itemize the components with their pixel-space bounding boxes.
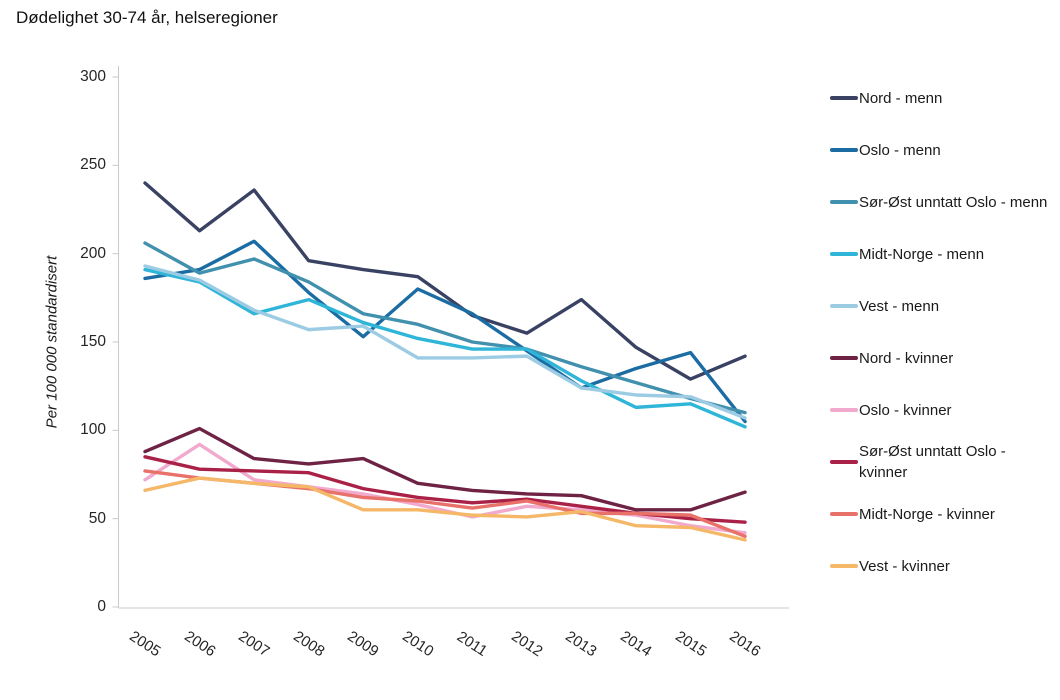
- legend-marker-vest-kvinner: [830, 563, 858, 569]
- legend-item-nord-kvinner: Nord - kvinner: [830, 332, 1056, 384]
- chart-title: Dødelighet 30-74 år, helseregioner: [16, 8, 278, 27]
- legend-label-oslo-menn: Oslo - menn: [859, 141, 941, 159]
- legend-item-vest-kvinner: Vest - kvinner: [830, 540, 1056, 592]
- legend-label-midt-norge-kvinner: Midt-Norge - kvinner: [859, 505, 995, 523]
- series-line-midt-norge-menn: [143, 267, 747, 429]
- legend-label-s-r-st-unntatt-oslo-menn: Sør-Øst unntatt Oslo - menn: [859, 193, 1048, 211]
- series-line-nord-kvinner: [143, 426, 747, 512]
- legend-item-vest-menn: Vest - menn: [830, 280, 1056, 332]
- legend-item-oslo-menn: Oslo - menn: [830, 124, 1056, 176]
- legend-marker-nord-menn: [830, 95, 858, 101]
- legend-label-s-r-st-unntatt-oslo-kvinner: Sør-Øst unntatt Oslo - kvinner: [859, 443, 1006, 481]
- legend-label-nord-menn: Nord - menn: [859, 89, 943, 107]
- ytick-label-200: 200: [80, 244, 106, 262]
- legend-item-s-r-st-unntatt-oslo-menn: Sør-Øst unntatt Oslo - menn: [830, 176, 1056, 228]
- legend-marker-s-r-st-unntatt-oslo-kvinner: [830, 459, 858, 465]
- legend-marker-midt-norge-menn: [830, 251, 858, 257]
- legend-item-nord-menn: Nord - menn: [830, 72, 1056, 124]
- ytick-label-150: 150: [80, 333, 106, 350]
- legend-label-vest-menn: Vest - menn: [859, 297, 940, 315]
- legend-item-midt-norge-menn: Midt-Norge - menn: [830, 228, 1056, 280]
- legend-item-oslo-kvinner: Oslo - kvinner: [830, 384, 1056, 436]
- legend-marker-oslo-kvinner: [830, 407, 858, 413]
- legend-label-nord-kvinner: Nord - kvinner: [859, 349, 954, 367]
- series-line-oslo-kvinner: [143, 442, 747, 535]
- legend-marker-s-r-st-unntatt-oslo-menn: [830, 199, 858, 205]
- legend-label-oslo-kvinner: Oslo - kvinner: [859, 401, 952, 419]
- series-line-vest-menn: [143, 264, 747, 420]
- series-line-nord-menn: [143, 181, 747, 381]
- legend-marker-vest-menn: [830, 303, 858, 309]
- ytick-label-50: 50: [88, 509, 106, 527]
- series-line-vest-kvinner: [143, 476, 747, 542]
- ytick-label-300: 300: [80, 68, 106, 85]
- legend-item-s-r-st-unntatt-oslo-kvinner: Sør-Øst unntatt Oslo - kvinner: [830, 436, 1056, 488]
- series-line-oslo-menn: [143, 239, 747, 424]
- legend-marker-oslo-menn: [830, 147, 858, 153]
- legend-marker-midt-norge-kvinner: [830, 511, 858, 517]
- legend-label-midt-norge-menn: Midt-Norge - menn: [859, 245, 985, 263]
- legend-marker-nord-kvinner: [830, 355, 858, 361]
- legend: Nord - menn Oslo - menn Sør-Øst unntatt Os…: [830, 72, 1056, 592]
- ytick-label-100: 100: [80, 421, 106, 439]
- ytick-label-0: 0: [97, 598, 106, 615]
- legend-item-midt-norge-kvinner: Midt-Norge - kvinner: [830, 488, 1056, 540]
- legend-label-vest-kvinner: Vest - kvinner: [859, 557, 950, 575]
- series-line-s-r-st-unntatt-oslo-menn: [143, 241, 747, 415]
- ytick-label-250: 250: [80, 156, 106, 174]
